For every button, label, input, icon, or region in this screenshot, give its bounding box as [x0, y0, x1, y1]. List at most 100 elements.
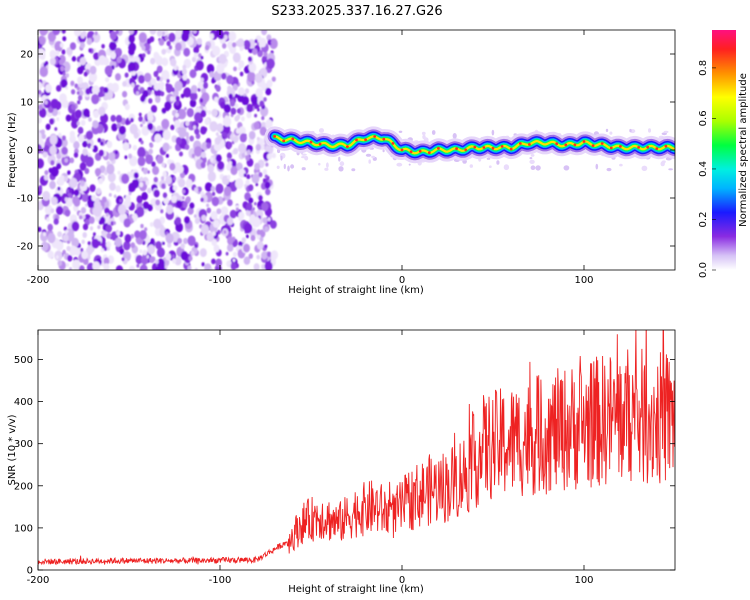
- noise-speckle: [235, 178, 244, 190]
- noise-speckle: [64, 209, 71, 217]
- noise-speckle: [155, 199, 161, 206]
- noise-speckle: [175, 42, 182, 51]
- noise-speckle: [189, 99, 197, 108]
- noise-speckle: [155, 95, 161, 103]
- noise-speckle: [215, 183, 224, 194]
- noise-speckle: [57, 176, 65, 186]
- noise-speckle: [142, 53, 146, 58]
- noise-speckle: [165, 175, 172, 185]
- noise-speckle: [208, 110, 212, 115]
- noise-speckle: [262, 178, 266, 183]
- figure-title: S233.2025.337.16.27.G26: [271, 4, 442, 19]
- noise-speckle: [131, 213, 138, 222]
- noise-speckle: [206, 63, 215, 74]
- noise-speckle: [71, 221, 80, 232]
- signal-speckle: [452, 133, 457, 139]
- noise-speckle: [88, 216, 95, 224]
- noise-speckle: [130, 242, 136, 249]
- x-tick-label: 100: [574, 575, 593, 586]
- noise-speckle: [128, 34, 135, 44]
- noise-speckle: [193, 146, 203, 157]
- noise-speckle: [165, 83, 173, 93]
- snr-x-label: Height of straight line (km): [288, 584, 424, 595]
- signal-speckle: [663, 130, 669, 134]
- noise-speckle: [138, 116, 143, 122]
- signal-speckle: [609, 131, 613, 135]
- noise-speckle: [216, 63, 225, 74]
- noise-speckle: [166, 78, 170, 83]
- noise-speckle: [175, 95, 180, 102]
- noise-speckle: [265, 119, 273, 129]
- snr-line: [38, 330, 675, 566]
- noise-speckle: [149, 143, 154, 149]
- noise-speckle: [225, 251, 229, 256]
- noise-speckle: [87, 143, 92, 149]
- noise-speckle: [88, 48, 92, 53]
- noise-speckle: [234, 103, 239, 109]
- noise-speckle: [144, 72, 152, 83]
- noise-speckle: [194, 128, 200, 135]
- signal-peak: [473, 145, 477, 149]
- noise-speckle: [175, 30, 183, 38]
- noise-speckle: [246, 111, 252, 119]
- noise-speckle: [228, 31, 237, 42]
- noise-speckle: [135, 254, 143, 265]
- signal-speckle: [606, 167, 612, 172]
- noise-speckle: [49, 118, 55, 125]
- noise-speckle: [186, 135, 190, 140]
- signal-peak: [500, 145, 504, 148]
- noise-speckle: [116, 56, 122, 63]
- noise-speckle: [38, 158, 44, 169]
- noise-speckle: [45, 84, 52, 93]
- signal-peak: [664, 144, 668, 148]
- noise-speckle: [55, 50, 60, 56]
- noise-speckle: [80, 32, 86, 39]
- signal-speckle: [529, 159, 535, 164]
- signal-speckle: [431, 130, 436, 135]
- noise-speckle: [110, 221, 115, 226]
- noise-speckle: [161, 162, 166, 168]
- noise-speckle: [182, 201, 188, 209]
- noise-speckle: [98, 106, 106, 116]
- noise-speckle: [54, 250, 63, 261]
- y-tick-label: 0: [27, 566, 33, 577]
- noise-speckle: [79, 265, 85, 270]
- noise-speckle: [262, 217, 268, 224]
- noise-speckle: [81, 250, 89, 260]
- noise-speckle: [103, 257, 110, 265]
- noise-speckle: [115, 185, 121, 193]
- noise-speckle: [187, 265, 192, 270]
- noise-speckle: [96, 172, 100, 177]
- noise-speckle: [228, 93, 233, 100]
- noise-speckle: [245, 234, 249, 239]
- noise-speckle: [105, 241, 112, 249]
- noise-speckle: [156, 30, 162, 37]
- noise-speckle: [72, 196, 80, 205]
- noise-speckle: [62, 234, 69, 242]
- noise-speckle: [213, 244, 220, 253]
- noise-speckle: [91, 94, 100, 105]
- noise-speckle: [142, 249, 148, 256]
- noise-speckle: [264, 181, 271, 189]
- noise-speckle: [47, 250, 54, 259]
- signal-peak: [382, 137, 386, 141]
- signal-peak: [482, 146, 486, 149]
- noise-speckle: [246, 174, 251, 180]
- signal-peak: [364, 138, 367, 142]
- noise-speckle: [73, 152, 79, 158]
- noise-speckle: [61, 30, 66, 34]
- noise-speckle: [101, 196, 107, 203]
- noise-speckle: [198, 53, 202, 58]
- noise-speckle: [183, 237, 188, 245]
- noise-speckle: [190, 85, 198, 94]
- noise-speckle: [252, 48, 258, 55]
- noise-speckle: [232, 42, 237, 48]
- noise-speckle: [212, 191, 216, 196]
- spectrogram-signal-track: [264, 126, 675, 172]
- signal-peak: [437, 146, 440, 150]
- noise-speckle: [141, 119, 146, 125]
- signal-speckle: [530, 165, 536, 170]
- noise-speckle: [123, 241, 131, 251]
- noise-speckle: [204, 263, 212, 270]
- noise-speckle: [166, 204, 174, 215]
